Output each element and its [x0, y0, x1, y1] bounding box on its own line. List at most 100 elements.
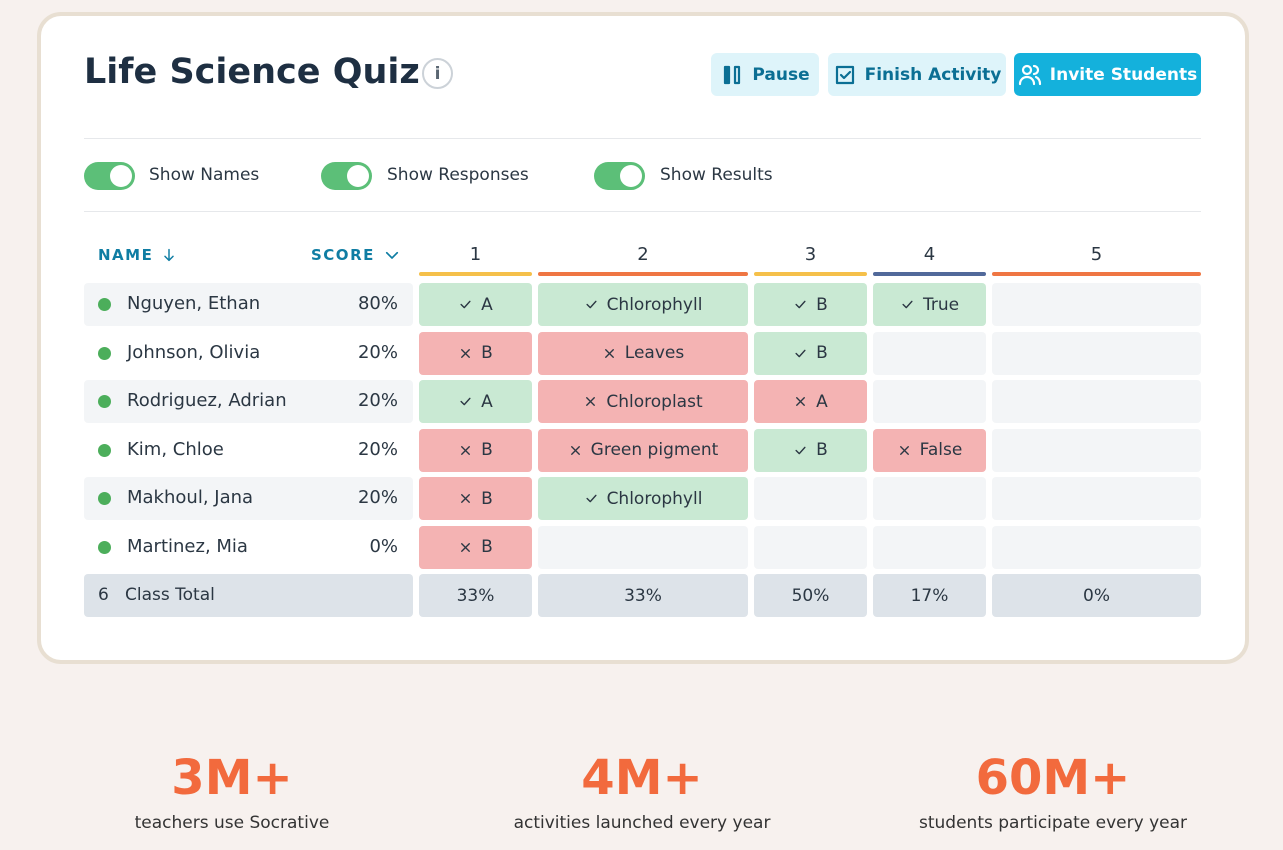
- toggle-label: Show Names: [149, 165, 260, 185]
- button[interactable]: Finish Activity: [828, 53, 1006, 96]
- total-value: 50%: [791, 585, 830, 606]
- student-name: Makhoul, Jana: [127, 487, 254, 508]
- answer-cell: [754, 525, 867, 569]
- header-label: SCORE: [311, 246, 375, 264]
- total-value: 33%: [456, 585, 495, 606]
- total-value-cell: 33%: [419, 574, 532, 617]
- student-name: Nguyen, Ethan: [127, 293, 261, 314]
- answer-cell: [992, 331, 1201, 375]
- answer-text: Chloroplast: [606, 391, 703, 412]
- info-icon[interactable]: i: [422, 58, 453, 89]
- answer-cell: B: [419, 428, 532, 472]
- answer-cell: [992, 477, 1201, 520]
- answer-cell: [992, 283, 1201, 326]
- status-dot: [98, 346, 111, 360]
- answer-text: A: [816, 391, 828, 412]
- student-score: 80%: [357, 293, 398, 314]
- total-label: Class Total: [125, 585, 215, 605]
- icon: [461, 494, 471, 503]
- total-value: 0%: [1083, 585, 1110, 606]
- toggle-label: Show Responses: [387, 165, 529, 185]
- answer-text: A: [481, 294, 493, 315]
- answer-text: Leaves: [624, 343, 685, 363]
- question-bar: [538, 272, 748, 276]
- answer-cell: [992, 380, 1201, 423]
- icon: [604, 348, 614, 358]
- toggle[interactable]: [84, 162, 135, 190]
- student-score: 0%: [369, 535, 398, 557]
- student-score: 20%: [357, 390, 398, 411]
- icon: [164, 248, 175, 262]
- icon: [724, 65, 741, 84]
- answer-text: B: [481, 440, 493, 460]
- status-dot: [98, 443, 111, 457]
- answer-cell: [873, 331, 986, 375]
- answer-cell: A: [754, 380, 867, 423]
- answer-cell: [538, 525, 748, 569]
- button-label: Finish Activity: [864, 64, 1002, 85]
- total-value-cell: 0%: [992, 574, 1201, 617]
- answer-cell: Chlorophyll: [538, 283, 748, 326]
- answer-cell: B: [754, 283, 867, 326]
- button[interactable]: Invite Students: [1014, 53, 1201, 96]
- answer-cell: Chloroplast: [538, 380, 748, 423]
- answer-text: B: [481, 537, 493, 557]
- icon: [795, 349, 806, 357]
- student-score: 20%: [357, 341, 398, 363]
- name-cell: Kim, Chloe 20%: [84, 428, 413, 472]
- score-header[interactable]: SCORE: [311, 246, 401, 264]
- answer-cell: Green pigment: [538, 428, 748, 472]
- status-dot: [98, 395, 111, 408]
- toggle[interactable]: [321, 162, 372, 190]
- student-name: Rodriguez, Adrian: [127, 390, 287, 411]
- toggle[interactable]: [594, 162, 645, 190]
- question-header: 1: [469, 244, 482, 265]
- name-cell: Martinez, Mia 0%: [84, 525, 413, 569]
- answer-cell: Chlorophyll: [538, 477, 748, 520]
- answer-text: Green pigment: [590, 440, 719, 460]
- divider: [84, 211, 1201, 212]
- answer-text: B: [481, 343, 493, 363]
- answer-cell: Leaves: [538, 331, 748, 375]
- student-name: Johnson, Olivia: [127, 341, 261, 363]
- quiz-title: Life Science Quiz: [84, 52, 420, 92]
- name-cell: Makhoul, Jana 20%: [84, 477, 413, 520]
- question-header: 2: [637, 244, 649, 265]
- answer-text: Chlorophyll: [606, 488, 703, 509]
- total-cell: 6 Class Total: [84, 574, 413, 617]
- stat-label: teachers use Socrative: [134, 813, 330, 833]
- icon: [570, 445, 580, 455]
- icon: [796, 397, 806, 406]
- icon: [385, 251, 398, 259]
- button[interactable]: Pause: [711, 53, 819, 96]
- answer-text: B: [481, 488, 493, 509]
- icon: [461, 348, 471, 358]
- answer-cell: True: [873, 283, 986, 326]
- icon: [586, 494, 597, 503]
- total-value: 33%: [624, 585, 662, 606]
- student-name: Martinez, Mia: [127, 535, 248, 557]
- total-count: 6: [98, 585, 109, 605]
- icon: [461, 445, 471, 455]
- answer-cell: B: [754, 331, 867, 375]
- name-header[interactable]: NAME: [98, 246, 177, 264]
- icon: [460, 300, 471, 309]
- toggle-label: Show Results: [660, 165, 773, 185]
- icon: [835, 65, 854, 84]
- icon: [586, 397, 596, 406]
- answer-cell: A: [419, 380, 532, 423]
- answer-cell: [754, 477, 867, 520]
- button-label: Invite Students: [1049, 64, 1198, 85]
- stat-value: 3M+: [171, 750, 293, 806]
- answer-cell: [992, 428, 1201, 472]
- answer-text: B: [816, 343, 828, 363]
- question-header: 3: [804, 244, 817, 265]
- answer-cell: [992, 525, 1201, 569]
- icon: [899, 445, 909, 455]
- question-bar: [873, 272, 986, 276]
- stat-value: 60M+: [975, 750, 1131, 806]
- header-label: NAME: [98, 246, 154, 264]
- answer-cell: A: [419, 283, 532, 326]
- answer-cell: False: [873, 428, 986, 472]
